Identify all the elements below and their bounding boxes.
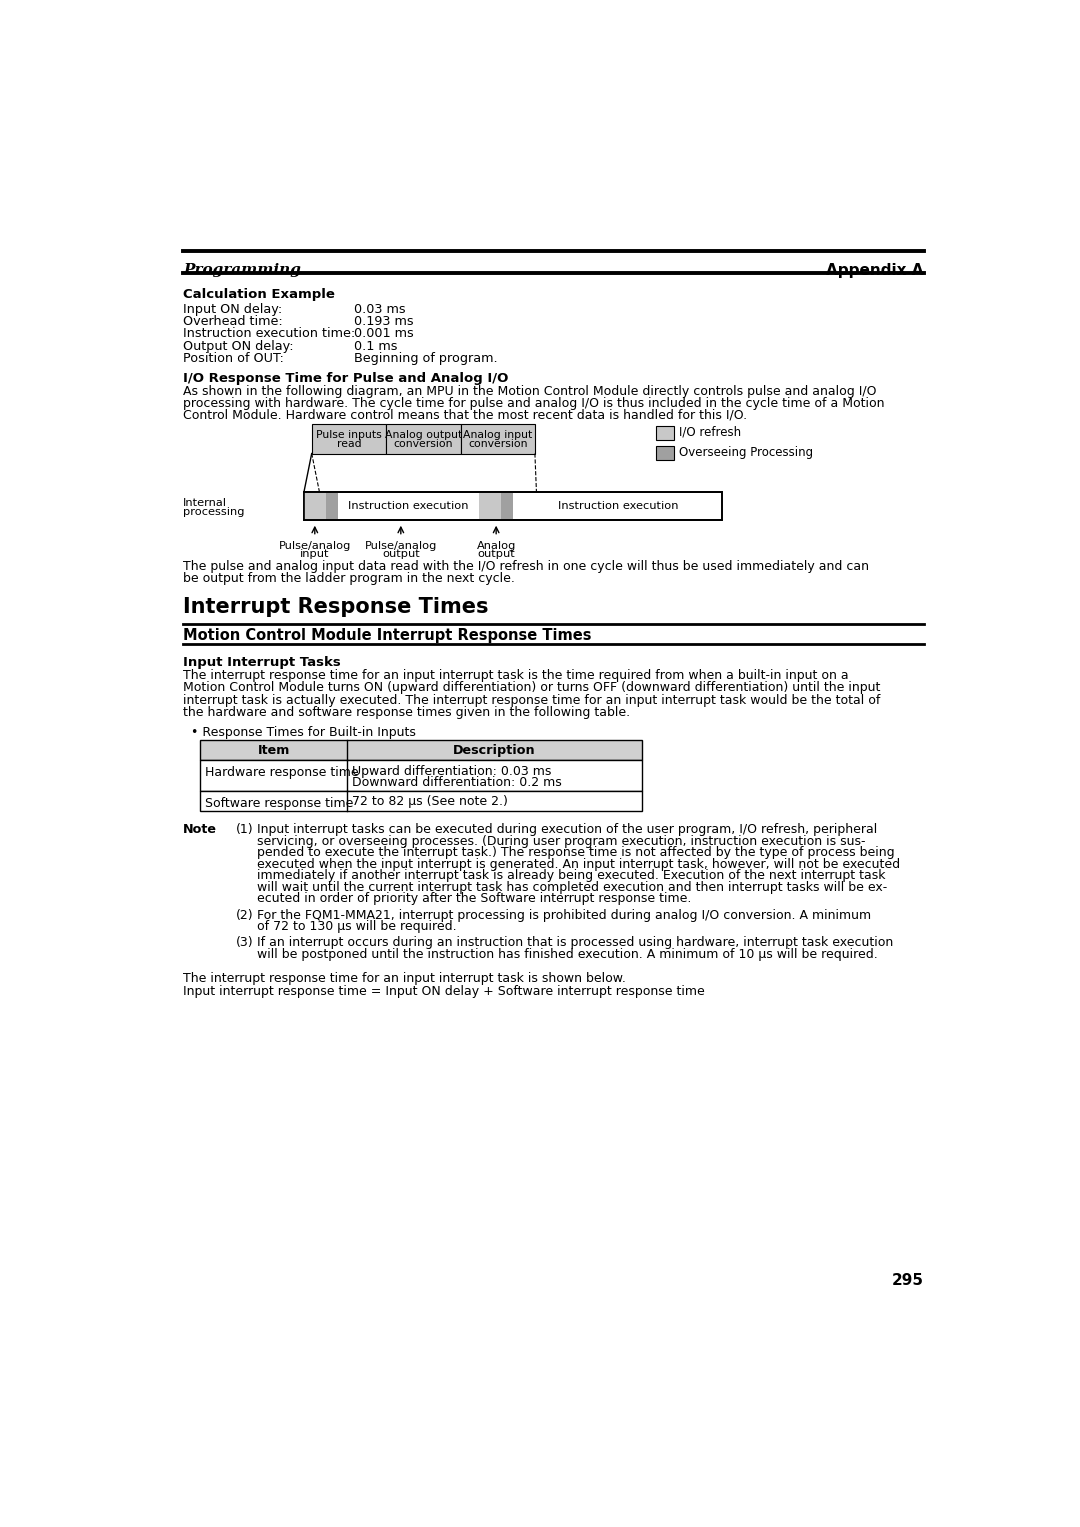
Text: The interrupt response time for an input interrupt task is the time required fro: The interrupt response time for an input… [183,669,849,683]
Text: servicing, or overseeing processes. (During user program execution, instruction : servicing, or overseeing processes. (Dur… [257,835,865,847]
Text: Interrupt Response Times: Interrupt Response Times [183,597,488,617]
Text: Overseeing Processing: Overseeing Processing [679,446,813,458]
Text: I/O Response Time for Pulse and Analog I/O: I/O Response Time for Pulse and Analog I… [183,373,509,385]
Text: Instruction execution: Instruction execution [557,501,678,512]
Text: Motion Control Module Interrupt Response Times: Motion Control Module Interrupt Response… [183,628,592,643]
Text: • Response Times for Built-in Inputs: • Response Times for Built-in Inputs [191,727,416,739]
Text: Input Interrupt Tasks: Input Interrupt Tasks [183,657,341,669]
Bar [656,426,674,440]
Bar [303,492,723,519]
Text: pended to execute the interrupt task.) The response time is not affected by the : pended to execute the interrupt task.) T… [257,846,894,860]
Text: Input interrupt response time = Input ON delay + Software interrupt response tim: Input interrupt response time = Input ON… [183,985,705,997]
Text: The pulse and analog input data read with the I/O refresh in one cycle will thus: The pulse and analog input data read wit… [183,560,869,573]
Text: ecuted in order of priority after the Software interrupt response time.: ecuted in order of priority after the So… [257,892,691,906]
Bar [480,492,501,519]
Text: Pulse/analog: Pulse/analog [365,541,437,551]
Text: conversion: conversion [393,438,453,449]
Bar [387,425,460,454]
Text: Internal: Internal [183,498,227,508]
Text: 72 to 82 μs (See note 2.): 72 to 82 μs (See note 2.) [352,796,508,808]
Text: If an interrupt occurs during an instruction that is processed using hardware, i: If an interrupt occurs during an instruc… [257,936,893,950]
Text: Beginning of program.: Beginning of program. [353,351,497,365]
Text: Calculation Example: Calculation Example [183,289,335,301]
Text: 295: 295 [892,1274,924,1287]
Text: Control Module. Hardware control means that the most recent data is handled for : Control Module. Hardware control means t… [183,408,747,421]
Text: output: output [382,550,420,559]
Text: As shown in the following diagram, an MPU in the Motion Control Module directly : As shown in the following diagram, an MP… [183,385,877,399]
Text: Output ON delay:: Output ON delay: [183,339,294,353]
Text: Position of OUT:: Position of OUT: [183,351,284,365]
Bar [460,425,535,454]
Text: of 72 to 130 μs will be required.: of 72 to 130 μs will be required. [257,921,457,933]
Text: Note: Note [183,823,217,837]
Text: output: output [477,550,515,559]
Bar [200,760,642,791]
Bar [326,492,338,519]
Text: Analog: Analog [476,541,516,551]
Text: Downward differentiation: 0.2 ms: Downward differentiation: 0.2 ms [352,776,562,789]
Text: processing: processing [183,507,244,516]
Text: will be postponed until the instruction has finished execution. A minimum of 10 : will be postponed until the instruction … [257,948,877,960]
Text: will wait until the current interrupt task has completed execution and then inte: will wait until the current interrupt ta… [257,881,887,893]
Text: (2): (2) [235,909,254,922]
Text: interrupt task is actually executed. The interrupt response time for an input in: interrupt task is actually executed. The… [183,693,880,707]
Text: Appendix A: Appendix A [826,263,924,278]
Text: For the FQM1-MMA21, interrupt processing is prohibited during analog I/O convers: For the FQM1-MMA21, interrupt processing… [257,909,870,922]
Text: Software response time: Software response time [205,797,353,809]
Text: immediately if another interrupt task is already being executed. Execution of th: immediately if another interrupt task is… [257,869,886,883]
Text: Item: Item [257,744,289,757]
Text: input: input [300,550,329,559]
Text: Hardware response time: Hardware response time [205,767,359,779]
Text: Motion Control Module turns ON (upward differentiation) or turns OFF (downward d: Motion Control Module turns ON (upward d… [183,681,880,695]
Text: conversion: conversion [468,438,527,449]
Text: processing with hardware. The cycle time for pulse and analog I/O is thus includ: processing with hardware. The cycle time… [183,397,885,409]
Text: Instruction execution: Instruction execution [349,501,469,512]
Text: Description: Description [454,744,536,757]
Text: executed when the input interrupt is generated. An input interrupt task, however: executed when the input interrupt is gen… [257,858,900,870]
Text: Programming: Programming [183,263,301,278]
Text: Overhead time:: Overhead time: [183,315,283,328]
Bar [312,425,387,454]
Bar [303,492,723,519]
Text: 0.193 ms: 0.193 ms [353,315,414,328]
Text: (1): (1) [235,823,254,837]
Text: 0.03 ms: 0.03 ms [353,302,405,316]
Text: 0.001 ms: 0.001 ms [353,327,414,341]
Bar [501,492,513,519]
Text: The interrupt response time for an input interrupt task is shown below.: The interrupt response time for an input… [183,971,626,985]
Text: read: read [337,438,361,449]
Text: I/O refresh: I/O refresh [679,426,741,438]
Text: Upward differentiation: 0.03 ms: Upward differentiation: 0.03 ms [352,765,552,777]
Text: be output from the ladder program in the next cycle.: be output from the ladder program in the… [183,573,515,585]
Text: Input ON delay:: Input ON delay: [183,302,282,316]
Text: 0.1 ms: 0.1 ms [353,339,397,353]
Bar [303,492,326,519]
Bar [656,446,674,460]
Text: Instruction execution time:: Instruction execution time: [183,327,355,341]
Text: Analog input: Analog input [463,431,532,440]
Text: Pulse/analog: Pulse/analog [279,541,351,551]
Text: Input interrupt tasks can be executed during execution of the user program, I/O : Input interrupt tasks can be executed du… [257,823,877,837]
Text: the hardware and software response times given in the following table.: the hardware and software response times… [183,705,630,719]
Bar [200,741,642,760]
Bar [200,791,642,811]
Text: Pulse inputs: Pulse inputs [316,431,381,440]
Text: (3): (3) [235,936,254,950]
Text: Analog output: Analog output [384,431,462,440]
